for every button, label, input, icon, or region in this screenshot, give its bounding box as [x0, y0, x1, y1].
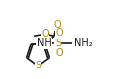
- Text: O: O: [41, 29, 49, 39]
- Text: S: S: [55, 38, 61, 48]
- Text: NH₂: NH₂: [74, 38, 93, 48]
- Text: O: O: [55, 28, 63, 38]
- Text: O: O: [53, 20, 61, 30]
- Text: O: O: [55, 48, 63, 58]
- Text: S: S: [35, 61, 41, 70]
- Text: NH: NH: [37, 38, 51, 48]
